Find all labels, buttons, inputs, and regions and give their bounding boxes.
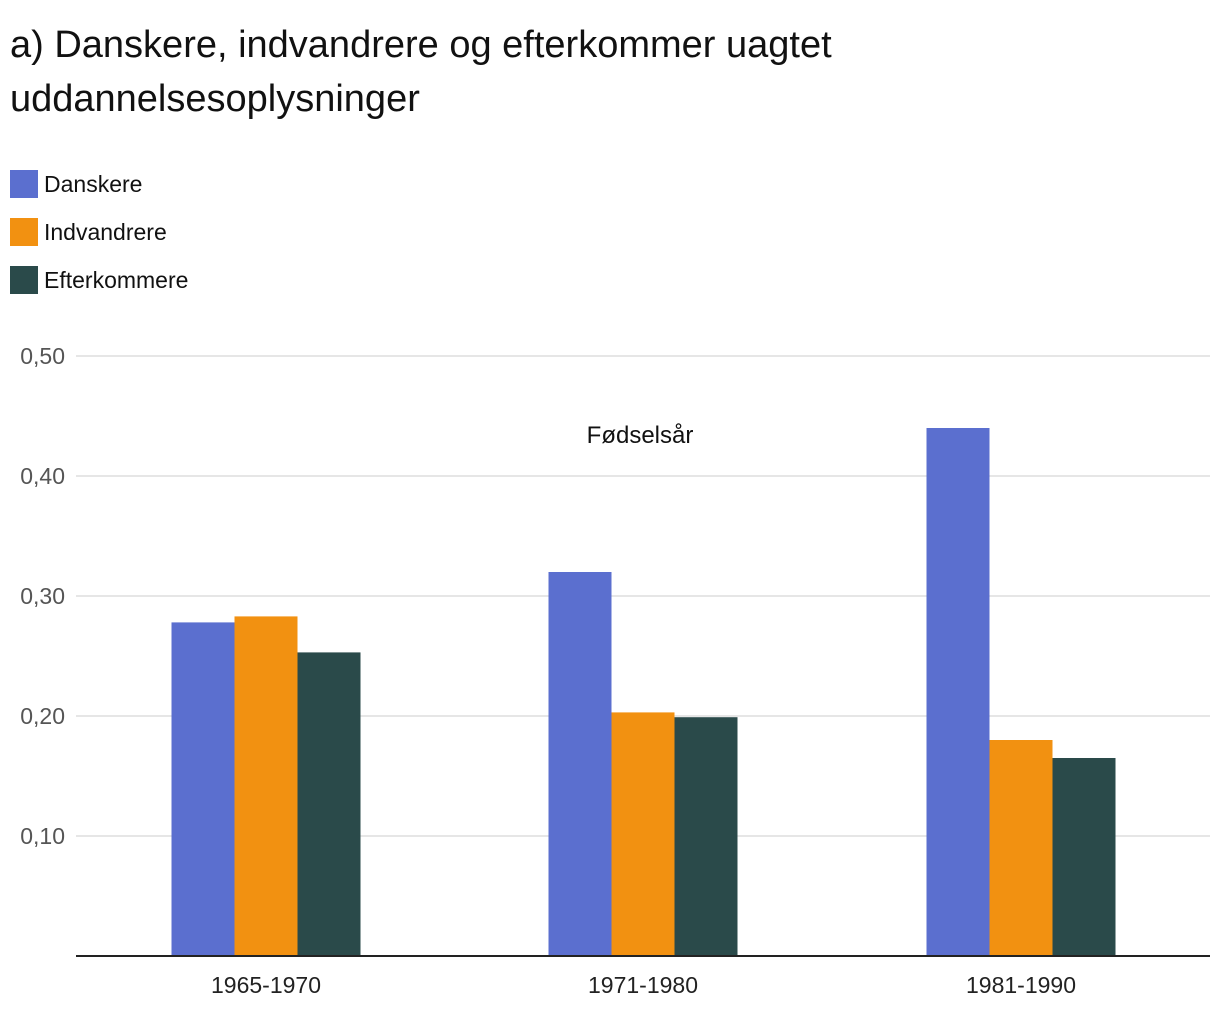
x-tick-label: 1971-1980 — [588, 972, 698, 998]
x-tick-label: 1965-1970 — [211, 972, 321, 998]
bar-danskere-1981-1990 — [926, 428, 990, 956]
bar-layer — [171, 428, 1116, 956]
axis-layer: 0,10 0,20 0,30 0,40 0,50 1965-1970 1971-1980 19… — [20, 343, 1210, 998]
bar-efterkommere-1981-1990 — [1052, 758, 1116, 956]
x-axis-annotation: Fødselsår — [587, 422, 694, 449]
legend-label-danskere: Danskere — [44, 170, 143, 197]
legend-item-danskere: Danskere — [10, 170, 188, 198]
legend-swatch-danskere — [10, 170, 38, 198]
bar-indvandrere-1965-1970 — [234, 616, 298, 956]
legend-swatch-indvandrere — [10, 218, 38, 246]
legend-item-indvandrere: Indvandrere — [10, 218, 188, 246]
bar-indvandrere-1981-1990 — [989, 740, 1053, 956]
y-tick-label: 0,10 — [20, 823, 65, 849]
legend-label-efterkommere: Efterkommere — [44, 266, 189, 293]
bar-danskere-1971-1980 — [548, 572, 612, 956]
bar-indvandrere-1971-1980 — [611, 712, 675, 956]
legend: Danskere Indvandrere Efterkommere — [10, 170, 188, 314]
x-tick-label: 1981-1990 — [966, 972, 1076, 998]
bar-efterkommere-1971-1980 — [674, 717, 738, 956]
legend-label-indvandrere: Indvandrere — [44, 218, 167, 245]
bar-danskere-1965-1970 — [171, 622, 235, 956]
y-tick-label: 0,40 — [20, 463, 65, 489]
y-tick-label: 0,20 — [20, 703, 65, 729]
legend-swatch-efterkommere — [10, 266, 38, 294]
bar-efterkommere-1965-1970 — [297, 652, 361, 956]
y-tick-label: 0,50 — [20, 343, 65, 369]
chart-title: a) Danskere, indvandrere og efterkommer … — [10, 24, 832, 120]
legend-item-efterkommere: Efterkommere — [10, 266, 188, 294]
y-tick-label: 0,30 — [20, 583, 65, 609]
